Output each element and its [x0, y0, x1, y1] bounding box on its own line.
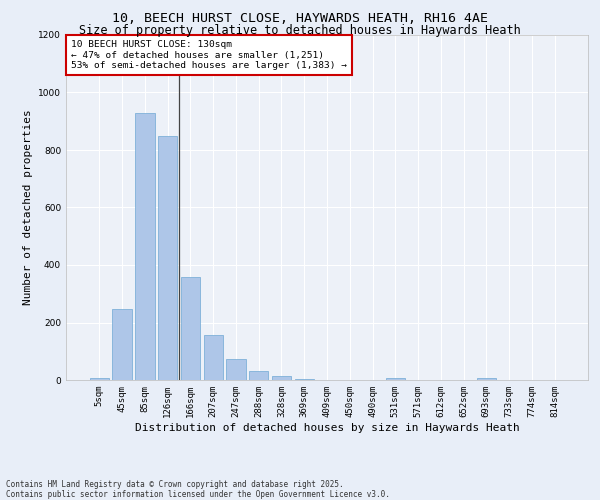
Bar	[295, 379, 314, 380]
Bar	[181, 277, 200, 380]
Text: Contains HM Land Registry data © Crown copyright and database right 2025.
Contai: Contains HM Land Registry data © Crown c…	[6, 480, 390, 499]
Bar	[112, 308, 132, 380]
Y-axis label: Number of detached properties: Number of detached properties	[23, 110, 32, 306]
Bar	[226, 359, 245, 380]
Bar	[476, 378, 496, 380]
Bar	[386, 378, 405, 380]
Text: 10 BEECH HURST CLOSE: 130sqm
← 47% of detached houses are smaller (1,251)
53% of: 10 BEECH HURST CLOSE: 130sqm ← 47% of de…	[71, 40, 347, 70]
Bar	[249, 371, 268, 380]
Bar	[135, 112, 155, 380]
Text: 10, BEECH HURST CLOSE, HAYWARDS HEATH, RH16 4AE: 10, BEECH HURST CLOSE, HAYWARDS HEATH, R…	[112, 12, 488, 24]
Bar	[90, 378, 109, 380]
Bar	[272, 376, 291, 380]
Bar	[158, 136, 178, 380]
X-axis label: Distribution of detached houses by size in Haywards Heath: Distribution of detached houses by size …	[134, 422, 520, 432]
Bar	[203, 335, 223, 380]
Text: Size of property relative to detached houses in Haywards Heath: Size of property relative to detached ho…	[79, 24, 521, 37]
